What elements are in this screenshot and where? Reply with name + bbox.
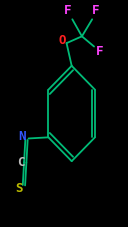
Text: F: F [92,4,99,17]
Text: O: O [58,34,66,47]
Text: F: F [63,4,71,17]
Text: N: N [18,130,25,143]
Text: C: C [17,156,24,169]
Text: F: F [96,44,104,58]
Text: S: S [15,182,23,195]
